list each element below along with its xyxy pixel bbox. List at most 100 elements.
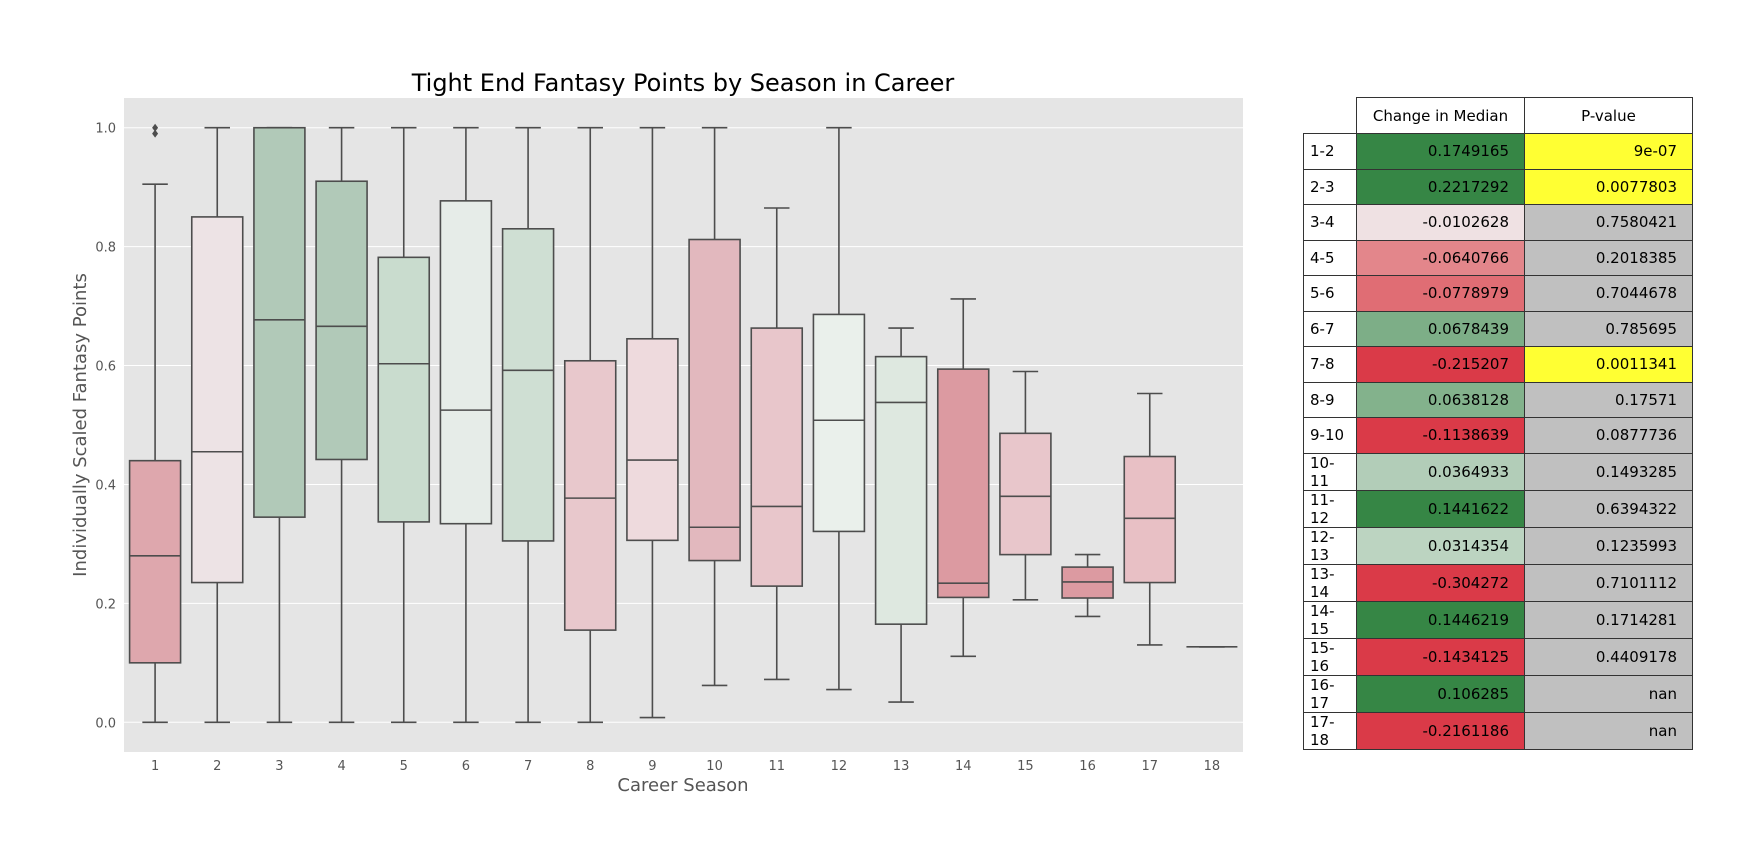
change-in-median-cell: 0.1446219	[1356, 600, 1525, 639]
p-value-cell: 0.1493285	[1524, 452, 1693, 491]
x-tick-labels: 1 2 3 4 5 6 7 8 9 10 11 12 13 14 15 16 17 18	[151, 759, 1220, 774]
row-label: 6-7	[1303, 310, 1357, 347]
row-label: 7-8	[1303, 346, 1357, 383]
box-season-15	[999, 370, 1052, 601]
p-value-cell: nan	[1524, 674, 1693, 713]
table-row: 16-17 0.106285 nan	[1303, 674, 1693, 713]
box-season-4	[315, 126, 368, 724]
y-tick-label: 0.0	[95, 716, 116, 731]
change-in-median-cell: -0.2161186	[1356, 711, 1525, 750]
p-value-cell: 0.1235993	[1524, 526, 1693, 565]
box-season-17	[1123, 392, 1177, 646]
x-tick-label: 4	[337, 759, 345, 774]
x-tick-label: 7	[524, 759, 532, 774]
p-value-cell: 0.0077803	[1524, 168, 1693, 205]
row-label: 17-18	[1303, 711, 1357, 750]
table-row: 7-8 -0.215207 0.0011341	[1303, 346, 1693, 383]
box-body	[626, 337, 679, 542]
row-label: 13-14	[1303, 563, 1357, 602]
p-value-cell: 0.1714281	[1524, 600, 1693, 639]
p-value-cell: 9e-07	[1524, 133, 1693, 170]
table-row: 10-11 0.0364933 0.1493285	[1303, 452, 1693, 491]
table-row: 1-2 0.1749165 9e-07	[1303, 133, 1693, 170]
table-corner-cell	[1304, 98, 1357, 134]
change-in-median-cell: -0.304272	[1356, 563, 1525, 602]
table-row: 14-15 0.1446219 0.1714281	[1303, 600, 1693, 639]
column-header-pvalue: P-value	[1524, 97, 1693, 134]
table-row: 9-10 -0.1138639 0.0877736	[1303, 417, 1693, 454]
box-season-16	[1061, 553, 1114, 618]
table-row: 8-9 0.0638128 0.17571	[1303, 381, 1693, 418]
x-tick-label: 11	[768, 759, 785, 774]
change-in-median-cell: 0.0678439	[1356, 310, 1525, 347]
box-body	[750, 327, 804, 587]
box-season-7	[501, 126, 555, 724]
box-body	[501, 228, 555, 542]
row-label: 5-6	[1303, 275, 1357, 312]
x-tick-label: 9	[648, 759, 656, 774]
p-value-cell: 0.7101112	[1524, 563, 1693, 602]
table-header-row: Change in Median P-value	[1304, 97, 1693, 134]
box-body	[439, 200, 493, 525]
box-body	[874, 355, 928, 625]
x-tick-label: 13	[893, 759, 910, 774]
change-in-median-cell: 0.0638128	[1356, 381, 1525, 418]
box-body	[377, 256, 431, 523]
outlier-point	[152, 123, 159, 132]
median-change-table: Change in Median P-value 1-2 0.1749165 9e-…	[1303, 97, 1693, 750]
x-tick-label: 10	[706, 759, 723, 774]
change-in-median-cell: -0.0102628	[1356, 204, 1525, 241]
change-in-median-cell: 0.0364933	[1356, 452, 1525, 491]
p-value-cell: 0.0877736	[1524, 417, 1693, 454]
x-tick-label: 15	[1017, 759, 1034, 774]
p-value-cell: 0.4409178	[1524, 637, 1693, 676]
y-tick-label: 0.8	[95, 241, 116, 256]
box-body	[563, 359, 617, 631]
x-tick-label: 8	[586, 759, 594, 774]
box-season-1	[128, 123, 182, 724]
row-label: 16-17	[1303, 674, 1357, 713]
box-body	[1123, 455, 1177, 584]
row-label: 2-3	[1303, 168, 1357, 205]
row-label: 8-9	[1303, 381, 1357, 418]
table-row: 13-14 -0.304272 0.7101112	[1303, 563, 1693, 602]
table-row: 5-6 -0.0778979 0.7044678	[1303, 275, 1693, 312]
change-in-median-cell: 0.1749165	[1356, 133, 1525, 170]
change-in-median-cell: -0.0778979	[1356, 275, 1525, 312]
table-row: 2-3 0.2217292 0.0077803	[1303, 168, 1693, 205]
change-in-median-cell: 0.1441622	[1356, 489, 1525, 528]
change-in-median-cell: 0.0314354	[1356, 526, 1525, 565]
x-tick-label: 2	[213, 759, 221, 774]
row-label: 10-11	[1303, 452, 1357, 491]
table-row: 11-12 0.1441622 0.6394322	[1303, 489, 1693, 528]
x-tick-label: 18	[1204, 759, 1221, 774]
row-label: 4-5	[1303, 239, 1357, 276]
box-season-12	[812, 126, 866, 691]
box-season-10	[688, 126, 741, 687]
table-row: 12-13 0.0314354 0.1235993	[1303, 526, 1693, 565]
table-row: 3-4 -0.0102628 0.7580421	[1303, 204, 1693, 241]
row-label: 11-12	[1303, 489, 1357, 528]
x-tick-label: 3	[275, 759, 283, 774]
row-label: 9-10	[1303, 417, 1357, 454]
grid-lines	[124, 127, 1243, 723]
box-season-9	[626, 126, 679, 719]
change-in-median-cell: -0.1434125	[1356, 637, 1525, 676]
box-season-14	[936, 298, 990, 658]
outlier-point	[152, 129, 159, 138]
p-value-cell: nan	[1524, 711, 1693, 750]
x-tick-label: 1	[151, 759, 159, 774]
y-tick-label: 0.6	[95, 360, 116, 375]
box-season-13	[874, 327, 928, 703]
x-tick-label: 6	[462, 759, 470, 774]
box-body	[253, 126, 306, 518]
box-body	[999, 432, 1052, 556]
change-in-median-cell: -0.1138639	[1356, 417, 1525, 454]
y-tick-label: 0.2	[95, 597, 116, 612]
chart-title: Tight End Fantasy Points by Season in Ca…	[411, 69, 955, 97]
column-header-change: Change in Median	[1356, 97, 1525, 134]
change-in-median-cell: -0.215207	[1356, 346, 1525, 383]
change-in-median-cell: 0.106285	[1356, 674, 1525, 713]
box-season-3	[253, 126, 306, 724]
box-body	[936, 368, 990, 599]
